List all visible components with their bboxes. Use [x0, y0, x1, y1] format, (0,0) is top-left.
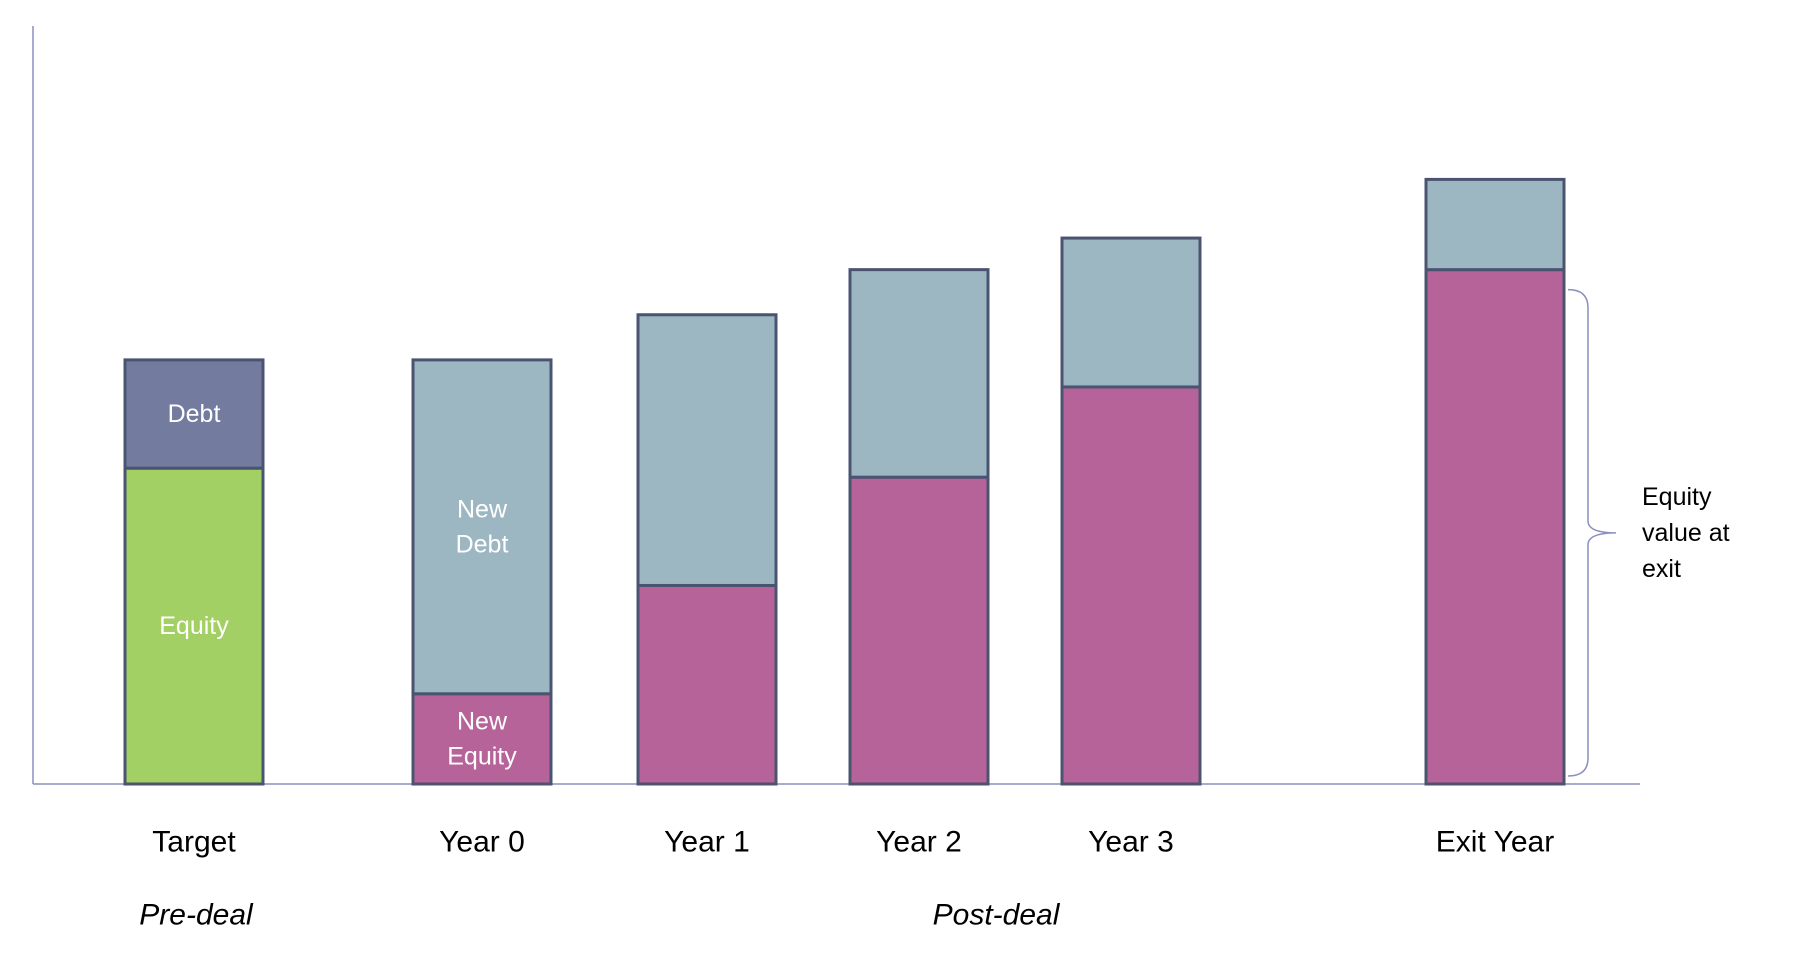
bar-debt-year-1: [636, 313, 778, 587]
x-tick-label-target: Target: [152, 826, 236, 859]
x-tick-label-year-2: Year 2: [876, 826, 962, 859]
x-tick-label-year-3: Year 3: [1088, 826, 1174, 859]
segment-label-equity-year-0: New: [457, 707, 508, 735]
bar-debt-year-0: [411, 358, 553, 696]
annotation-label: Equity: [1642, 483, 1712, 511]
bar-debt-exit-year: [1424, 177, 1566, 272]
segment-label-debt-year-0: Debt: [456, 530, 509, 558]
bar-debt-target: [123, 358, 265, 470]
bar-equity-year-3: [1060, 385, 1202, 786]
group-label-post-deal: Post-deal: [933, 899, 1061, 932]
annotation-label: exit: [1642, 555, 1681, 583]
x-tick-label-year-1: Year 1: [664, 826, 750, 859]
bar-equity-exit-year: [1424, 268, 1566, 786]
annotation-label: value at: [1642, 519, 1730, 547]
plot-area: Equity Debt Target New Equity New Debt Year 0 Ye…: [32, 26, 1730, 932]
bar-equity-year-0: [411, 692, 553, 786]
bar-equity-year-2: [848, 475, 990, 786]
equity-brace: [1567, 288, 1617, 777]
x-tick-label-year-0: Year 0: [439, 826, 525, 859]
bar-debt-year-3: [1060, 236, 1202, 389]
segment-label-equity-target: Equity: [159, 612, 229, 640]
bar-equity-target: [123, 466, 265, 786]
bar-debt-year-2: [848, 268, 990, 479]
segment-label-debt-target: Debt: [168, 400, 221, 428]
bar-equity-year-1: [636, 583, 778, 786]
segment-label-debt-year-0: New: [457, 495, 508, 523]
group-label-pre-deal: Pre-deal: [139, 899, 254, 932]
x-tick-label-exit-year: Exit Year: [1436, 826, 1554, 859]
segment-label-equity-year-0: Equity: [447, 742, 517, 770]
